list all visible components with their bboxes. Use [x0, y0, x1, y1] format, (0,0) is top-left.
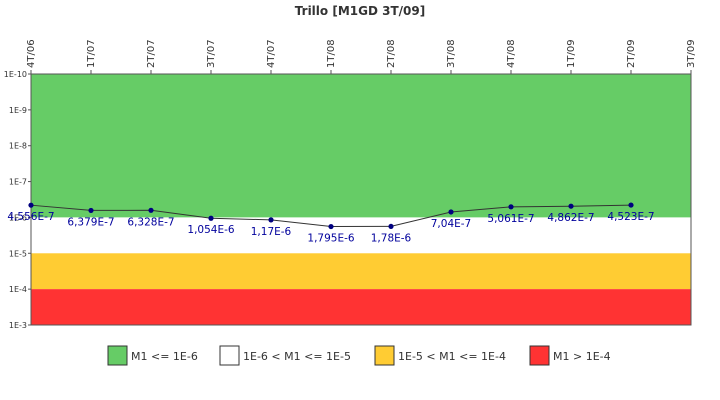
data-label: 1,17E-6	[251, 226, 292, 238]
plot-frame	[30, 73, 692, 326]
x-tick-label: 1T/08	[326, 39, 337, 68]
data-label: 5,061E-7	[487, 213, 534, 225]
y-tick-label: 1E-6	[9, 213, 27, 222]
legend-swatch	[107, 345, 128, 366]
data-point	[508, 204, 514, 210]
legend-swatch	[374, 345, 395, 366]
legend-swatch	[219, 345, 240, 366]
y-tick-label: 1E-7	[9, 178, 27, 187]
data-point	[568, 203, 574, 209]
band-2	[31, 253, 691, 290]
data-point	[388, 223, 394, 230]
data-point	[448, 209, 454, 215]
data-label: 1,795E-6	[307, 233, 354, 245]
y-tick-label: 1E-5	[9, 249, 27, 258]
data-point	[628, 202, 634, 208]
x-tick-label: 2T/08	[386, 39, 397, 68]
data-label: 7,04E-7	[431, 218, 471, 230]
y-tick-label: 1E-8	[9, 142, 27, 151]
y-tick-label: 1E-4	[9, 285, 27, 294]
data-point	[88, 207, 94, 214]
data-label: 6,328E-7	[127, 216, 174, 228]
x-tick-label: 3T/09	[686, 39, 697, 68]
x-tick-label: 3T/07	[206, 39, 217, 68]
band-3	[31, 289, 691, 325]
legend-label: 1E-6 < M1 <= 1E-5	[243, 350, 351, 363]
y-tick-label: 1E-3	[9, 321, 27, 330]
data-label: 1,78E-6	[371, 232, 412, 244]
band-1	[31, 217, 691, 254]
legend-swatch	[529, 345, 550, 366]
data-point	[28, 202, 34, 208]
y-tick-label: 1E-10	[4, 70, 27, 79]
data-point	[268, 217, 274, 223]
axes: 1E-10 1E-9 1E-8 1E-7 1E-6 1E-5 1E-4 1E-3 4T/06 1T…	[4, 39, 697, 330]
legend-label: M1 <= 1E-6	[131, 350, 198, 363]
y-tick-label: 1E-9	[9, 106, 27, 115]
x-tick-label: 1T/09	[566, 39, 577, 68]
x-tick-label: 3T/08	[446, 39, 457, 68]
x-tick-label: 4T/06	[26, 39, 37, 68]
data-series: 4,556E-7 6,379E-7 6,328E-7 1,054E-6 1,17E-6 1…	[7, 202, 655, 245]
x-tick-label: 1T/07	[86, 39, 97, 68]
band-0	[31, 74, 691, 218]
data-label: 1,054E-6	[187, 224, 234, 236]
data-label: 4,556E-7	[7, 211, 54, 223]
data-point	[328, 223, 334, 230]
data-label: 4,523E-7	[607, 211, 654, 223]
data-point	[208, 215, 214, 221]
data-label: 6,379E-7	[67, 216, 114, 228]
risk-bands	[31, 74, 691, 325]
x-tick-label: 4T/08	[506, 39, 517, 68]
x-tick-label: 4T/07	[266, 39, 277, 68]
data-point	[148, 207, 154, 213]
x-tick-label: 2T/07	[146, 39, 157, 68]
chart-title: Trillo [M1GD 3T/09]	[295, 4, 425, 18]
x-tick-label: 2T/09	[626, 39, 637, 68]
legend-label: 1E-5 < M1 <= 1E-4	[398, 350, 506, 363]
legend: M1 <= 1E-6 1E-6 < M1 <= 1E-5 1E-5 < M1 <= …	[107, 345, 611, 366]
data-label: 4,862E-7	[547, 212, 594, 224]
legend-label: M1 > 1E-4	[553, 350, 611, 363]
